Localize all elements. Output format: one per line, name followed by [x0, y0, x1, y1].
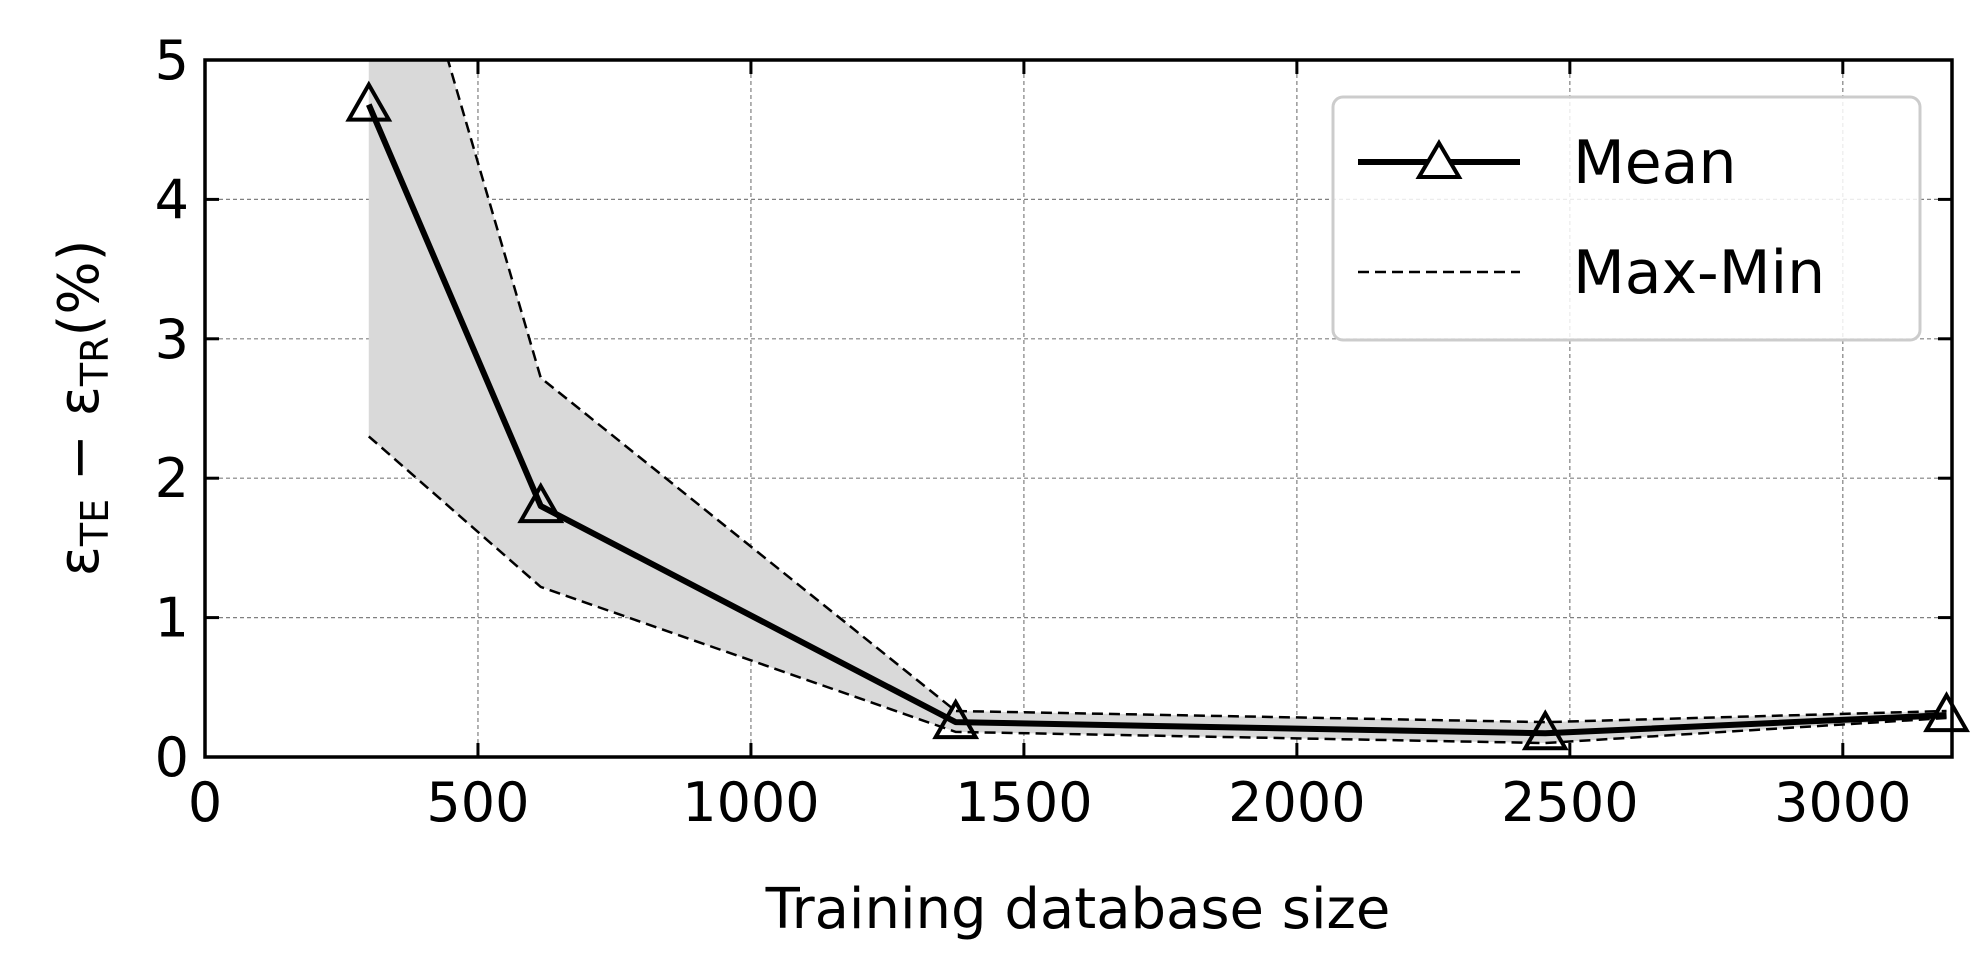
- y-label-minus: −: [47, 416, 112, 499]
- max-line: [446, 60, 1947, 724]
- y-tick-label: 3: [155, 308, 189, 371]
- x-tick-label: 1000: [682, 771, 819, 834]
- y-tick-label: 1: [155, 587, 189, 650]
- mean-line: [366, 103, 1947, 737]
- mean-markers: [345, 80, 1970, 751]
- x-tick-label: 2000: [1228, 771, 1365, 834]
- plot-frame: [203, 58, 1954, 759]
- y-label-symbol-te: ε: [47, 546, 112, 576]
- legend-mean-marker: [1415, 139, 1463, 179]
- mean-point: [1521, 709, 1569, 751]
- y-label-symbol-tr: ε: [47, 386, 112, 416]
- max-min-band: [368, 60, 1947, 744]
- min-line: [367, 435, 1947, 745]
- legend: Mean Max-Min: [1331, 95, 1922, 342]
- x-axis-label: Training database size: [765, 877, 1391, 942]
- y-label-sub-te: TE: [73, 499, 117, 547]
- y-label-suffix: (%): [47, 240, 112, 337]
- mean-point: [932, 698, 980, 740]
- x-tick-label: 2500: [1501, 771, 1638, 834]
- legend-maxmin-label: Max-Min: [1573, 238, 1825, 308]
- max-min-area: [368, 60, 1947, 744]
- legend-frame: [1331, 95, 1922, 342]
- legend-mean-label: Mean: [1573, 128, 1736, 198]
- mean-point: [1923, 691, 1970, 733]
- series-lines: [366, 60, 1947, 745]
- y-axis-label: εTE − εTR(%): [47, 240, 117, 577]
- x-tick-label: 1500: [955, 771, 1092, 834]
- mean-point: [345, 80, 393, 122]
- y-tick-label: 5: [155, 29, 189, 92]
- y-tick-label: 2: [155, 447, 189, 510]
- x-tick-label: 0: [188, 771, 222, 834]
- y-label-sub-tr: TR: [73, 336, 117, 387]
- x-tick-label: 3000: [1774, 771, 1911, 834]
- ticks: 0 500 1000 1500 2000 2500 3000 0 1 2 3 4 5: [155, 29, 1952, 834]
- y-tick-label: 4: [155, 168, 189, 231]
- x-tick-label: 500: [426, 771, 529, 834]
- mean-point: [517, 482, 565, 524]
- y-tick-label: 0: [155, 726, 189, 789]
